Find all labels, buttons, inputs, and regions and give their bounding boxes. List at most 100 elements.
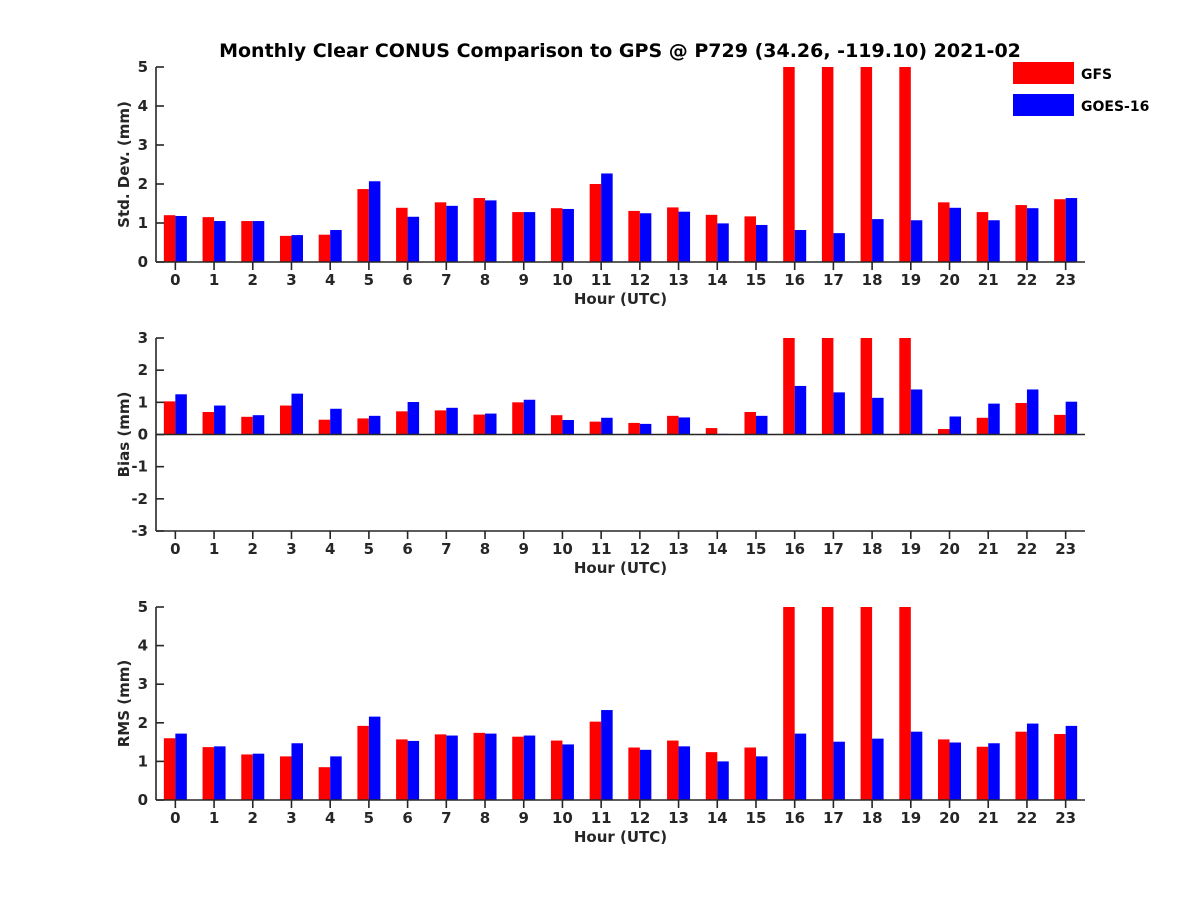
rms-x-tick-label: 3 — [286, 809, 296, 827]
bias-bar-goes16-1 — [214, 405, 226, 435]
bias-bar-goes16-23 — [1065, 401, 1078, 435]
bias-bar-goes16-0 — [175, 394, 187, 435]
std-dev-bar-gfs-3 — [279, 235, 292, 262]
rms-bar-gfs-23 — [1054, 733, 1066, 800]
std-dev-y-tick-label: 3 — [138, 136, 148, 154]
rms-x-tick-label: 20 — [939, 809, 960, 827]
bias-bar-gfs-15 — [744, 411, 756, 435]
bias-bar-gfs-16 — [783, 338, 795, 435]
bias-bar-goes16-10 — [562, 420, 574, 435]
bias-x-tick-label: 4 — [325, 540, 335, 558]
bias-bar-gfs-23 — [1054, 414, 1066, 435]
legend-swatch-goes16 — [1013, 94, 1074, 116]
bias-x-tick-label: 8 — [480, 540, 490, 558]
std-dev-x-tick-label: 2 — [248, 271, 258, 289]
std-dev-bar-gfs-22 — [1015, 205, 1027, 262]
rms-x-tick-label: 17 — [823, 809, 844, 827]
rms-y-tick-label: 1 — [138, 752, 148, 770]
std-dev-bar-gfs-1 — [202, 217, 215, 262]
rms-bar-goes16-11 — [601, 710, 613, 800]
bias-y-tick-label: -3 — [131, 522, 148, 540]
rms-bar-goes16-17 — [833, 741, 845, 800]
std-dev-x-tick-label: 3 — [286, 271, 296, 289]
legend-label-goes16: GOES-16 — [1081, 99, 1149, 115]
bias-bar-goes16-15 — [755, 415, 768, 435]
std-dev-x-tick-label: 20 — [939, 271, 960, 289]
bias-x-tick-label: 19 — [900, 540, 921, 558]
legend-label-gfs: GFS — [1081, 67, 1112, 83]
bias-bar-gfs-21 — [976, 417, 989, 435]
std-dev-bar-gfs-18 — [860, 67, 873, 262]
rms-bar-gfs-15 — [744, 747, 756, 800]
rms-x-tick-label: 6 — [402, 809, 412, 827]
rms-bar-goes16-7 — [446, 735, 458, 800]
bias-bar-gfs-12 — [628, 422, 640, 435]
rms-bar-goes16-12 — [639, 749, 652, 800]
rms-y-tick-label: 0 — [138, 791, 148, 809]
bias-y-tick-label: -1 — [131, 458, 148, 476]
std-dev-bar-gfs-5 — [357, 189, 369, 262]
legend-swatch-gfs — [1013, 62, 1074, 84]
bias-y-axis-label: Bias (mm) — [115, 392, 133, 478]
bias-bar-goes16-11 — [601, 417, 613, 435]
std-dev-x-tick-label: 17 — [823, 271, 844, 289]
bias-bar-gfs-18 — [860, 338, 873, 435]
std-dev-bar-gfs-14 — [705, 214, 718, 262]
bias-bar-gfs-11 — [589, 421, 602, 435]
bias-bar-goes16-5 — [368, 415, 381, 435]
bias-bar-goes16-13 — [678, 417, 691, 435]
bias-bar-gfs-5 — [357, 418, 369, 435]
rms-bar-gfs-7 — [434, 734, 447, 800]
bias-x-tick-label: 6 — [402, 540, 412, 558]
std-dev-bar-goes16-13 — [678, 211, 691, 262]
std-dev-x-tick-label: 11 — [591, 271, 612, 289]
std-dev-x-tick-label: 14 — [707, 271, 728, 289]
std-dev-x-tick-label: 1 — [209, 271, 219, 289]
rms-x-tick-label: 9 — [519, 809, 529, 827]
rms-bar-goes16-23 — [1065, 725, 1078, 800]
bias-x-tick-label: 23 — [1055, 540, 1076, 558]
std-dev-bar-gfs-2 — [241, 221, 253, 262]
rms-x-tick-label: 22 — [1017, 809, 1038, 827]
bias-x-tick-label: 21 — [978, 540, 999, 558]
std-dev-bar-goes16-15 — [755, 224, 768, 262]
rms-bar-goes16-1 — [214, 746, 226, 800]
rms-bar-goes16-9 — [523, 735, 536, 800]
rms-x-tick-label: 4 — [325, 809, 335, 827]
rms-bar-goes16-15 — [755, 756, 768, 800]
std-dev-bar-gfs-19 — [899, 67, 911, 262]
std-dev-bar-gfs-12 — [628, 210, 640, 262]
bias-x-tick-label: 3 — [286, 540, 296, 558]
bias-bar-gfs-14 — [705, 428, 718, 435]
bias-x-tick-label: 18 — [862, 540, 883, 558]
rms-bar-gfs-1 — [202, 747, 215, 800]
rms-x-tick-label: 23 — [1055, 809, 1076, 827]
rms-bar-gfs-5 — [357, 725, 369, 800]
std-dev-bar-goes16-14 — [717, 223, 729, 262]
bias-x-tick-label: 2 — [248, 540, 258, 558]
bias-bar-goes16-16 — [794, 385, 807, 435]
bias-bar-goes16-20 — [949, 416, 962, 435]
std-dev-x-tick-label: 22 — [1017, 271, 1038, 289]
std-dev-bar-gfs-17 — [821, 67, 834, 262]
std-dev-bar-gfs-20 — [938, 202, 950, 262]
std-dev-bar-goes16-3 — [291, 235, 303, 262]
rms-bar-gfs-10 — [550, 740, 563, 800]
std-dev-x-tick-label: 19 — [900, 271, 921, 289]
bias-bar-gfs-0 — [163, 401, 176, 435]
std-dev-x-axis-label: Hour (UTC) — [574, 290, 667, 308]
std-dev-bar-gfs-4 — [318, 234, 331, 262]
bias-x-tick-label: 22 — [1017, 540, 1038, 558]
rms-y-tick-label: 3 — [138, 675, 148, 693]
rms-x-tick-label: 10 — [552, 809, 573, 827]
rms-x-tick-label: 5 — [364, 809, 374, 827]
rms-y-tick-label: 2 — [138, 714, 148, 732]
bias-x-tick-label: 14 — [707, 540, 728, 558]
rms-bar-gfs-16 — [783, 607, 795, 800]
bias-bar-goes16-18 — [872, 397, 884, 435]
bias-bar-goes16-19 — [910, 389, 923, 435]
bias-bar-goes16-7 — [446, 407, 458, 435]
bias-bar-gfs-3 — [279, 405, 292, 435]
rms-bar-gfs-6 — [396, 739, 408, 800]
